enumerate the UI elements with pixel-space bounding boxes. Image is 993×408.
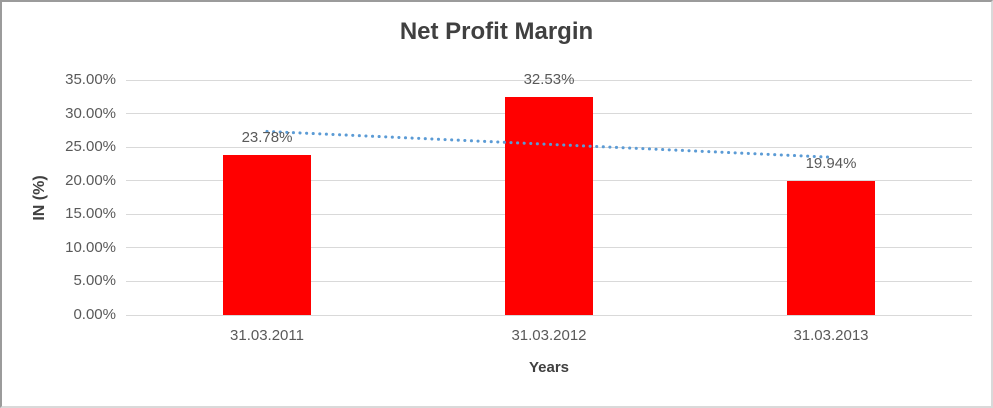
bar-data-label: 19.94% [805, 155, 857, 173]
x-tick-label: 31.03.2011 [230, 327, 304, 344]
x-tick-label: 31.03.2012 [511, 327, 587, 344]
bar-data-label: 23.78% [241, 129, 293, 147]
y-tick-label: 20.00% [65, 171, 116, 189]
y-tick-label: 30.00% [65, 104, 116, 122]
y-tick-label: 35.00% [65, 71, 116, 88]
x-axis-title: Years [528, 359, 570, 376]
y-tick-label: 25.00% [65, 138, 116, 156]
y-tick-label: 0.00% [73, 306, 116, 323]
bar-31.03.2011 [223, 155, 311, 315]
y-tick-label: 5.00% [73, 272, 116, 290]
bar-31.03.2013 [787, 181, 875, 315]
trendline [265, 129, 833, 159]
bar-31.03.2012 [505, 96, 593, 315]
gridline [126, 79, 972, 81]
plot-area: 23.78% 32.53% 19.94% [126, 71, 972, 316]
gridline [126, 314, 972, 316]
x-tick-label: 31.03.2013 [793, 327, 869, 344]
bar-data-label: 32.53% [523, 70, 575, 88]
y-tick-label: 15.00% [65, 205, 116, 223]
y-tick-label: 10.00% [65, 238, 116, 256]
chart-title: Net Profit Margin [399, 18, 594, 45]
